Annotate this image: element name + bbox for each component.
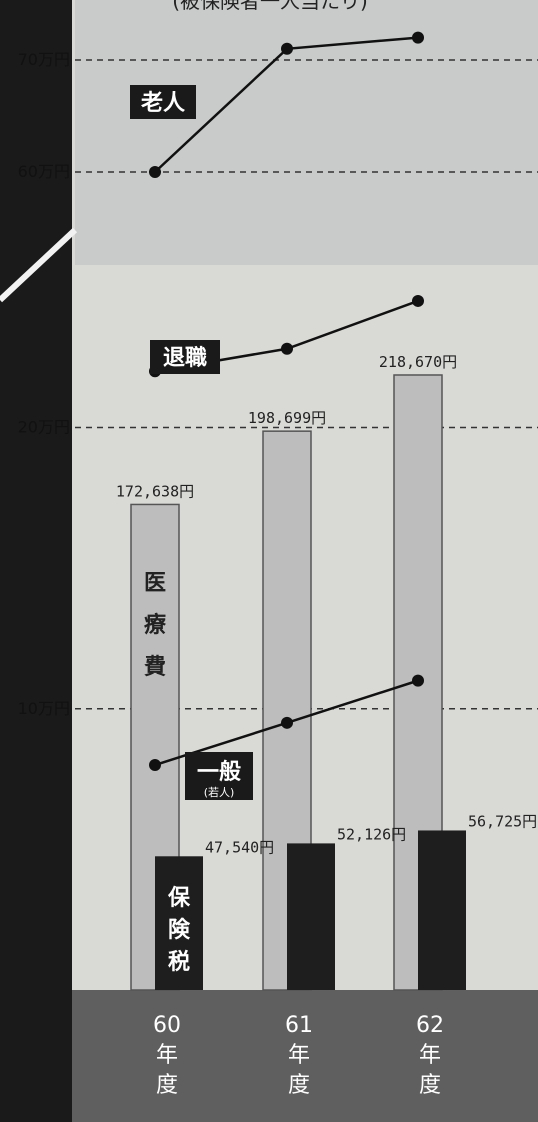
chart-title: (被保険者一人当たり) [172, 0, 368, 13]
bar-hokenzei [418, 830, 466, 990]
value-label-hokenzei: 47,540円 [205, 838, 274, 856]
series-name-iryohi: 費 [144, 655, 166, 680]
series-name-iryohi: 療 [144, 612, 166, 638]
y-tick-labels: 70万円 60万円 20万円 10万円 [18, 50, 70, 718]
value-label-iryohi: 172,638円 [116, 482, 194, 500]
x-tick-label: 年 [419, 1043, 441, 1068]
series-label-ippan: 一般 [197, 759, 241, 785]
value-label-iryohi: 198,699円 [248, 409, 326, 427]
x-tick-label: 度 [288, 1073, 310, 1098]
series-name-hokenzei: 険 [168, 918, 191, 943]
series-name-iryohi: 医 [144, 571, 166, 596]
axis-break-mark [0, 227, 78, 303]
x-tick-label: 年 [156, 1043, 178, 1068]
x-tick-label: 61 [285, 1013, 313, 1038]
series-label-box-rojin [130, 85, 196, 119]
line-point [149, 759, 161, 771]
bar-hokenzei [155, 856, 203, 990]
line-point [412, 674, 424, 687]
bar-hokenzei [287, 843, 335, 990]
x-tick-label: 度 [156, 1073, 178, 1098]
y-tick-label: 10万円 [18, 699, 70, 718]
bars [130, 374, 466, 991]
upper-panel-background [75, 0, 538, 265]
series-name-hokenzei: 税 [168, 949, 190, 975]
y-tick-label: 60万円 [18, 162, 70, 181]
series-sublabel-ippan: (若人) [204, 786, 235, 799]
line-point [281, 716, 293, 729]
x-tick-label: 度 [419, 1073, 441, 1098]
y-tick-label: 70万円 [18, 50, 70, 69]
x-axis-band-corner [0, 990, 72, 1122]
line-point [281, 342, 293, 355]
value-labels: 172,638円 198,699円 218,670円 47,540円 52,126円 56… [116, 353, 537, 975]
x-tick-label: 年 [288, 1043, 310, 1068]
value-label-hokenzei: 52,126円 [337, 825, 406, 843]
line-point [412, 294, 424, 307]
x-axis-band [0, 990, 538, 1122]
series-name-hokenzei: 保 [167, 886, 191, 911]
value-label-hokenzei: 56,725円 [468, 812, 537, 830]
series-label-box-ippan [185, 752, 253, 800]
series-label-taishoku: 退職 [163, 345, 207, 371]
line-point [412, 31, 424, 44]
series-label-box-taishoku [150, 340, 220, 374]
line-point [149, 166, 161, 178]
line-point [281, 42, 293, 55]
value-label-iryohi: 218,670円 [379, 353, 457, 371]
x-tick-label: 62 [416, 1013, 444, 1038]
x-tick-label: 60 [153, 1013, 181, 1038]
y-tick-label: 20万円 [18, 418, 70, 437]
left-band [0, 0, 72, 1122]
series-label-rojin: 老人 [140, 91, 185, 116]
